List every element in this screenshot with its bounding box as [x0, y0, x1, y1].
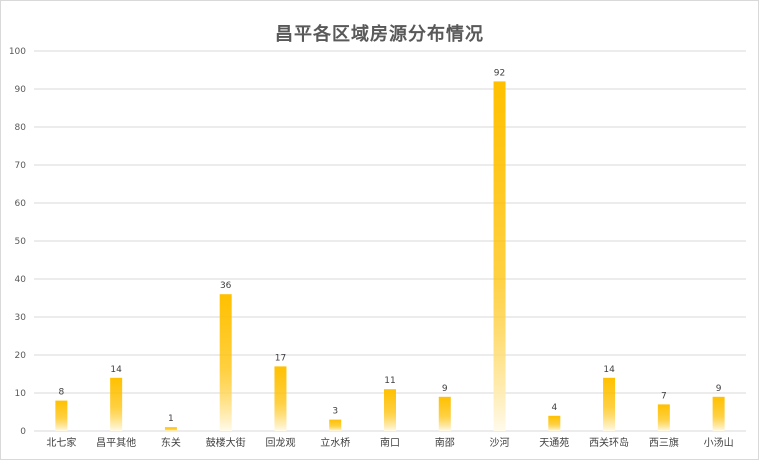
y-tick-label: 40	[15, 275, 27, 285]
y-tick-label: 80	[15, 123, 27, 133]
x-tick-label: 鼓楼大街	[206, 436, 246, 449]
data-label: 17	[275, 353, 286, 363]
y-tick-label: 30	[15, 313, 27, 323]
data-label: 7	[661, 391, 667, 401]
data-label: 92	[494, 68, 505, 78]
bar	[493, 81, 506, 432]
x-tick-label: 北七家	[46, 436, 76, 449]
bar	[164, 427, 177, 431]
bar	[384, 389, 396, 431]
bar	[219, 294, 232, 431]
x-tick-label: 西三旗	[649, 436, 679, 449]
data-label: 8	[59, 388, 65, 398]
y-tick-label: 0	[20, 427, 26, 437]
data-label: 14	[603, 365, 615, 375]
data-label: 14	[110, 365, 122, 375]
y-tick-label: 20	[15, 351, 27, 361]
data-label: 36	[220, 281, 232, 291]
bar	[55, 400, 68, 431]
x-tick-label: 天通苑	[539, 436, 569, 449]
bar	[438, 396, 451, 431]
y-tick-label: 60	[15, 199, 27, 209]
data-label: 1	[168, 414, 174, 424]
data-label: 9	[716, 384, 722, 394]
x-tick-label: 东关	[161, 436, 181, 449]
x-tick-label: 沙河	[490, 437, 510, 449]
x-tick-label: 昌平其他	[96, 436, 136, 449]
data-label: 9	[442, 384, 448, 394]
x-tick-label: 小汤山	[704, 436, 734, 449]
y-tick-label: 100	[9, 47, 26, 57]
bar	[110, 377, 123, 431]
x-tick-label: 西关环岛	[589, 436, 629, 449]
chart-title: 昌平各区域房源分布情况	[275, 24, 484, 45]
x-tick-label: 立水桥	[320, 436, 350, 449]
y-tick-label: 70	[15, 161, 27, 171]
x-tick-label: 南邵	[435, 436, 455, 449]
y-tick-label: 10	[15, 389, 27, 399]
data-label: 3	[332, 407, 338, 417]
y-tick-label: 50	[15, 237, 27, 247]
bar	[657, 404, 670, 431]
data-label: 4	[551, 403, 557, 413]
y-tick-label: 90	[15, 85, 27, 95]
bar	[603, 377, 616, 431]
bar	[274, 366, 287, 431]
bar	[712, 396, 725, 431]
x-tick-label: 南口	[380, 436, 400, 449]
bar	[548, 415, 561, 431]
bar	[329, 419, 342, 431]
data-label: 11	[384, 376, 395, 386]
x-tick-label: 回龙观	[265, 436, 295, 449]
